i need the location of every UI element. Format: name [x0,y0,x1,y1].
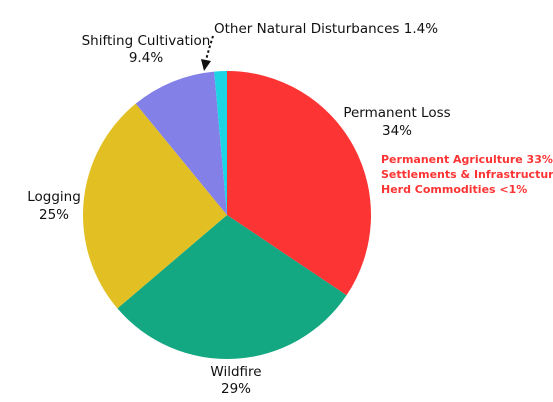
leader-arrowhead [201,59,211,71]
pie-slice-wildfire [117,215,347,360]
label-shifting-cultivation-value: 9.4% [129,50,163,66]
annotation-line-3: Herd Commodities <1% [381,183,527,196]
annotation-line-1: Permanent Agriculture 33% [381,153,553,166]
label-wildfire-name: Wildfire [210,364,261,380]
pie-slices [82,71,372,360]
leader-arrow [205,35,214,61]
label-permanent-loss-name: Permanent Loss [343,105,450,121]
label-permanent-loss-value: 34% [382,123,412,139]
annotation-line-2: Settlements & Infrastructures <1% [381,168,553,181]
pie-slice-logging [82,103,227,309]
label-logging-name: Logging [27,189,81,205]
label-wildfire-value: 29% [221,381,251,397]
pie-slice-permanent-loss [227,71,372,296]
label-other-natural-disturbances: Other Natural Disturbances 1.4% [214,21,438,37]
pie-slice-shifting-cultivation [135,71,227,215]
label-logging-value: 25% [39,207,69,223]
label-shifting-cultivation-name: Shifting Cultivation [82,33,211,49]
pie-slice-other-natural-disturbances [214,71,227,215]
